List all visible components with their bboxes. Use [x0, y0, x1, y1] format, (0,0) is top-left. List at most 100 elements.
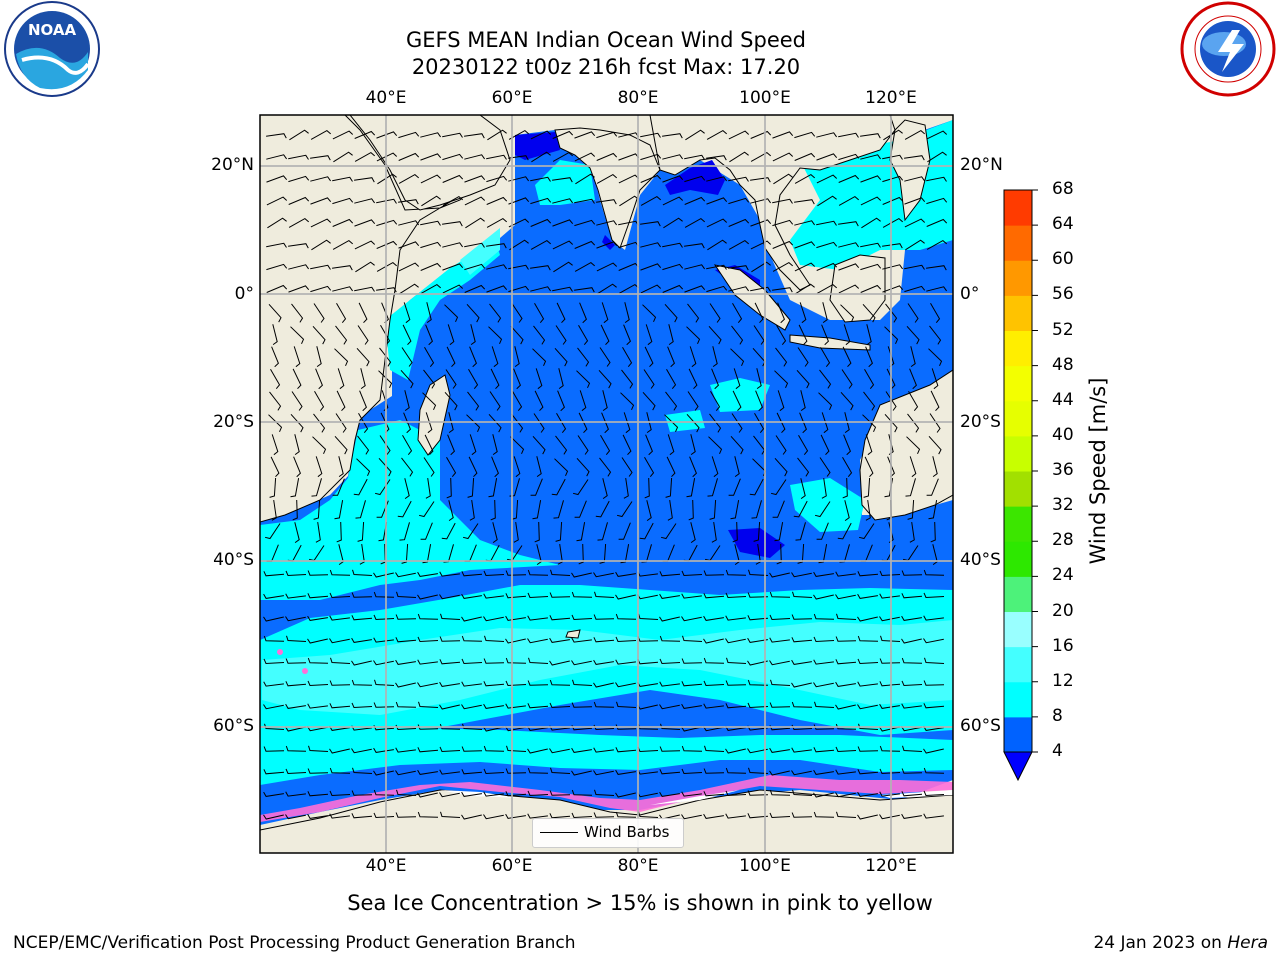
wind-barb: [684, 217, 706, 228]
colorbar-tick-label: 64: [1052, 214, 1074, 235]
wind-barb: [796, 369, 810, 389]
wind-barb: [439, 571, 460, 577]
wind-barb: [816, 174, 838, 184]
wind-barb: [513, 456, 521, 478]
wind-barb: [932, 456, 938, 478]
wind-barb: [288, 285, 310, 293]
wind-barb: [351, 592, 373, 598]
wind-barb: [511, 413, 524, 433]
legend-box: Wind Barbs: [532, 818, 684, 848]
wind-barb: [640, 263, 662, 271]
wind-barb: [706, 129, 728, 140]
wind-barb: [571, 702, 593, 708]
wind-barb: [659, 593, 680, 599]
wind-barb: [926, 218, 948, 227]
wind-barb: [527, 767, 549, 774]
wind-barb: [351, 679, 373, 686]
wind-barb: [425, 412, 433, 434]
wind-barb: [659, 571, 681, 577]
wind-barb: [574, 219, 596, 227]
wind-barb: [728, 197, 750, 205]
wind-barb: [571, 747, 592, 753]
wind-barb: [487, 129, 507, 141]
wind-barb: [774, 522, 784, 542]
wind-barb: [747, 813, 769, 819]
wind-barb: [857, 746, 879, 752]
wind-barb: [667, 500, 673, 521]
wind-barb: [601, 412, 609, 434]
wind-barb: [401, 457, 414, 477]
wind-barb: [929, 413, 941, 433]
wind-barb: [483, 616, 504, 622]
wind-barb: [571, 614, 593, 621]
wind-barb: [838, 221, 859, 227]
wind-barb: [574, 240, 596, 249]
wind-barb: [755, 390, 763, 412]
wind-barb: [264, 523, 281, 540]
wind-barb: [263, 635, 285, 642]
wind-barb: [905, 239, 925, 251]
wind-barb: [662, 154, 684, 160]
wind-barb: [575, 173, 595, 185]
wind-barb: [307, 703, 328, 709]
wind-barb: [820, 346, 831, 368]
lon-label-top-60e: 60°E: [491, 88, 533, 108]
wind-barb: [793, 500, 808, 518]
wind-barb: [351, 637, 372, 643]
wind-barb: [334, 435, 348, 455]
wind-barb: [750, 130, 772, 139]
wind-barb: [550, 569, 571, 576]
wind-barb: [308, 745, 329, 752]
wind-barb: [864, 368, 875, 390]
wind-barb: [905, 478, 916, 497]
wind-barb: [819, 457, 831, 477]
wind-barb: [772, 261, 794, 272]
wind-barb: [552, 151, 574, 162]
wind-barb: [681, 593, 702, 599]
wind-barb: [797, 347, 809, 367]
wind-barb: [351, 660, 372, 666]
wind-barb: [530, 218, 552, 227]
wind-barb: [315, 456, 323, 478]
wind-barb: [310, 129, 332, 140]
wind-barb: [857, 593, 878, 599]
wind-barb: [667, 346, 675, 368]
wind-barb: [621, 369, 634, 389]
wind-barb: [769, 747, 790, 753]
legend-line-icon: [540, 832, 578, 833]
colorbar-segment: [1004, 190, 1032, 226]
wind-barb: [549, 660, 570, 666]
wind-barb: [467, 391, 480, 411]
wind-barb: [931, 368, 939, 390]
wind-barb: [334, 500, 344, 520]
wind-barb: [909, 456, 917, 478]
wind-barb: [708, 325, 722, 345]
wind-barb: [791, 637, 813, 643]
wind-barb: [505, 813, 526, 819]
wind-barb: [816, 522, 829, 540]
chart-subtitle: 20230122 t00z 216h fcst Max: 17.20: [411, 55, 801, 79]
wind-barb: [706, 264, 727, 270]
wind-barb: [819, 369, 832, 389]
wind-barb: [380, 324, 391, 346]
wind-barb: [354, 198, 376, 204]
wind-barb: [354, 151, 376, 162]
wind-barb: [725, 748, 746, 754]
wind-barb: [490, 499, 496, 521]
sumatra: [713, 264, 791, 331]
wind-barb: [728, 239, 750, 250]
wind-barb: [307, 638, 328, 644]
wind-barb: [513, 368, 521, 390]
wind-barb: [857, 571, 879, 577]
wind-barb: [534, 302, 545, 324]
wind-barb: [769, 812, 791, 819]
wind-barb: [664, 303, 678, 323]
wind-barb: [640, 195, 662, 206]
wind-barb: [776, 412, 786, 434]
wind-barb: [288, 217, 310, 228]
wind-barb: [725, 767, 747, 774]
wind-barb: [424, 434, 434, 456]
wind-barb: [464, 263, 486, 271]
wind-barb: [662, 242, 683, 248]
wind-barb: [882, 175, 904, 183]
